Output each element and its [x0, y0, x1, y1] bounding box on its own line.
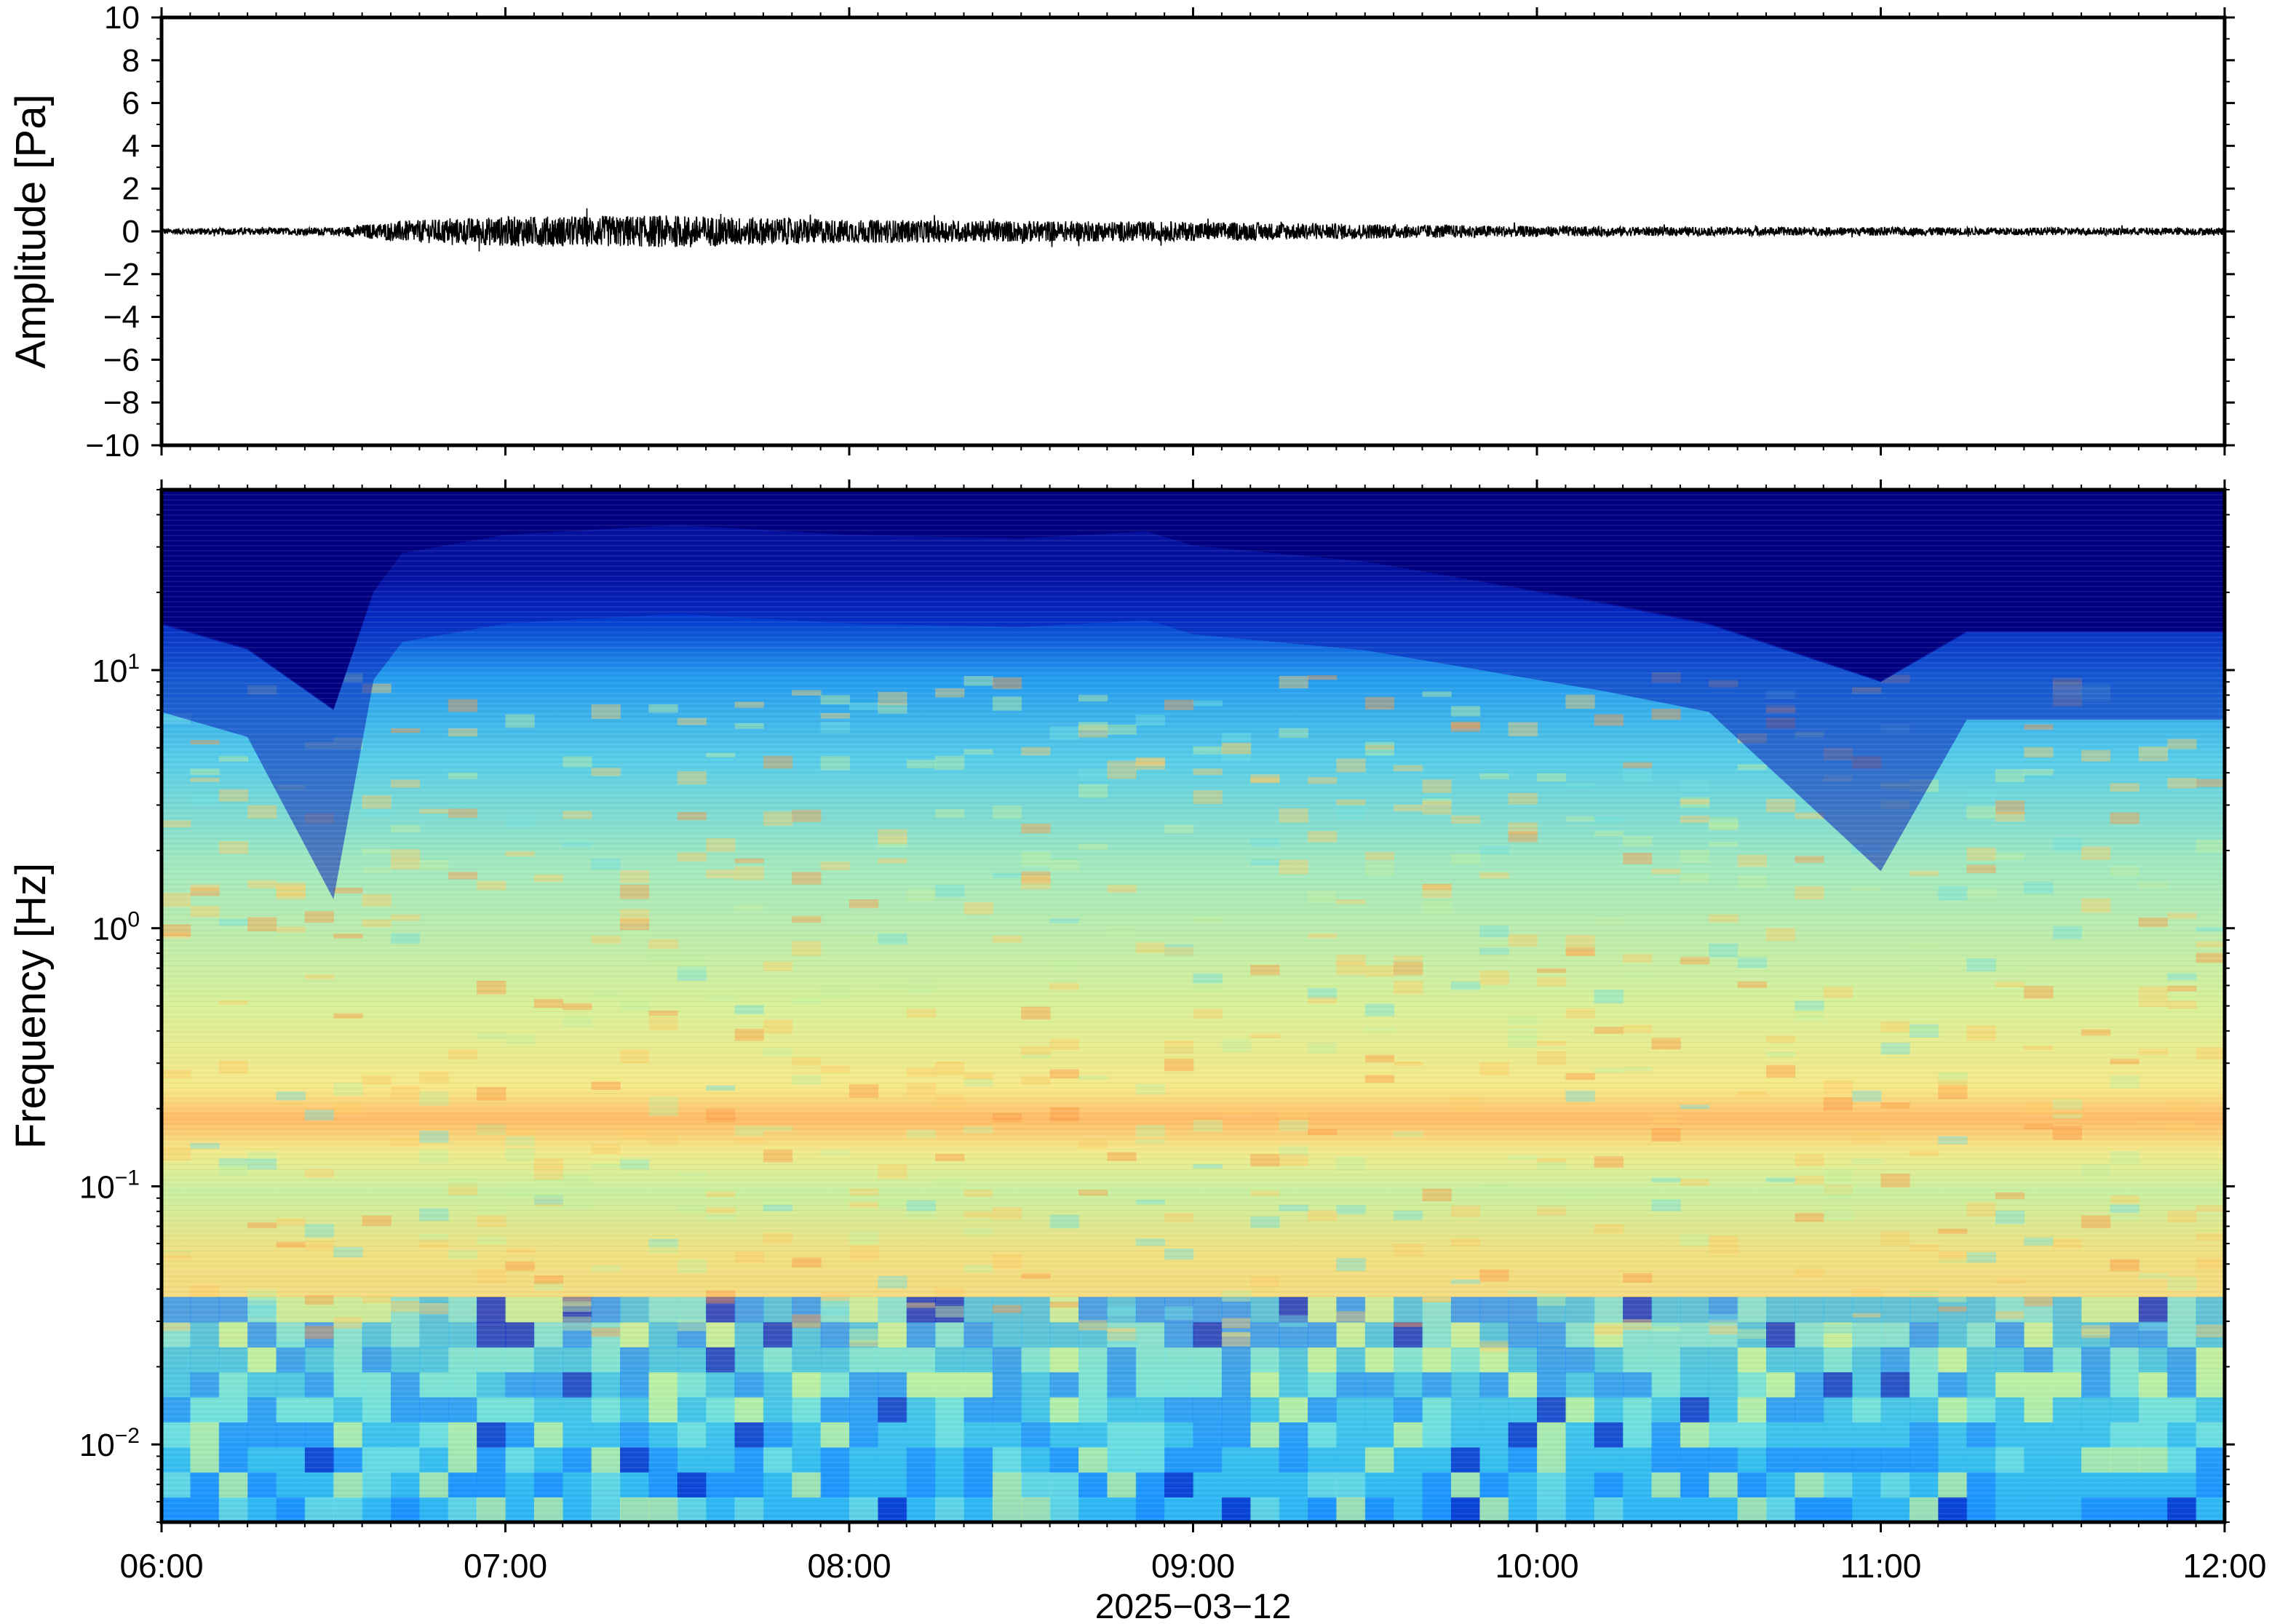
amplitude-trace — [161, 208, 2225, 252]
amplitude-y-ticks: 10 8 6 4 2 0 −2 −4 −6 −8 −10 — [85, 0, 2235, 463]
time-tick-label: 09:00 — [1151, 1547, 1235, 1585]
frequency-y-tick-label: 10−1 — [79, 1166, 140, 1205]
time-tick-label: 12:00 — [2182, 1547, 2266, 1585]
amplitude-y-tick-label: −4 — [103, 300, 140, 335]
frequency-y-ticks: 10−2 10−1 100 101 — [79, 489, 2235, 1523]
amplitude-y-tick-label: 8 — [122, 43, 140, 79]
spectrogram-texture — [162, 490, 2225, 1522]
amplitude-y-tick-label: 6 — [122, 86, 140, 122]
amplitude-y-tick-label: −10 — [85, 428, 140, 463]
date-axis-label: 2025−03−12 — [1095, 1588, 1292, 1624]
time-tick-label: 08:00 — [807, 1547, 891, 1585]
time-axis-labels: 06:00 07:00 08:00 09:00 10:00 11:00 12:00 — [119, 1547, 2266, 1585]
amplitude-y-tick-label: −8 — [103, 385, 140, 421]
time-tick-label: 06:00 — [119, 1547, 203, 1585]
time-tick-label: 11:00 — [1840, 1547, 1922, 1585]
amplitude-y-axis-label: Amplitude [Pa] — [7, 94, 55, 368]
time-tick-label: 07:00 — [464, 1547, 547, 1585]
frequency-y-tick-label: 100 — [92, 908, 140, 947]
amplitude-y-tick-label: −6 — [103, 342, 140, 378]
amplitude-y-tick-label: 10 — [104, 0, 140, 36]
frequency-y-tick-label: 10−2 — [79, 1424, 140, 1463]
frequency-y-tick-label: 101 — [92, 650, 140, 689]
amplitude-y-tick-label: 4 — [122, 128, 140, 164]
amplitude-y-tick-label: 0 — [122, 214, 140, 250]
spectrogram-panel: 10−2 10−1 100 101 Frequency [Hz] — [7, 487, 2235, 1524]
time-tick-label: 10:00 — [1495, 1547, 1578, 1585]
time-axis-ticks — [160, 7, 2226, 1532]
frequency-y-axis-label: Frequency [Hz] — [7, 863, 55, 1149]
amplitude-panel: 10 8 6 4 2 0 −2 −4 −6 −8 −10 Amplitude [Pa] — [7, 0, 2235, 463]
amplitude-y-tick-label: −2 — [103, 257, 140, 292]
amplitude-y-tick-label: 2 — [122, 171, 140, 207]
